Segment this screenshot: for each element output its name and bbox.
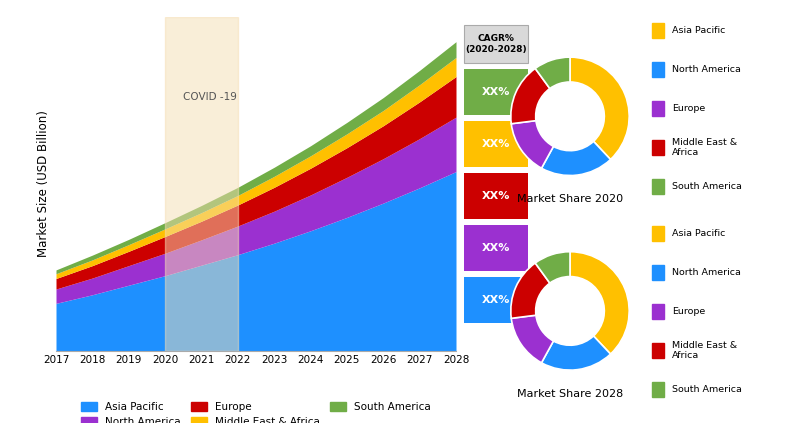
Legend: Asia Pacific, North America, Europe, Middle East & Africa, South America: Asia Pacific, North America, Europe, Mid… — [79, 400, 433, 423]
Text: North America: North America — [672, 268, 741, 277]
Bar — [652, 62, 663, 77]
Wedge shape — [570, 252, 629, 354]
Bar — [165, 17, 238, 351]
Text: XX%: XX% — [482, 139, 510, 149]
Title: Market Share 2020: Market Share 2020 — [517, 194, 623, 204]
Title: Market Share 2028: Market Share 2028 — [517, 389, 623, 399]
Bar — [652, 343, 663, 358]
Bar — [464, 173, 528, 219]
Text: Asia Pacific: Asia Pacific — [672, 26, 726, 35]
Bar — [652, 226, 663, 241]
Text: Middle East &
Africa: Middle East & Africa — [672, 341, 738, 360]
Text: XX%: XX% — [482, 87, 510, 97]
Bar — [464, 277, 528, 323]
Bar — [464, 121, 528, 167]
Text: South America: South America — [672, 182, 742, 191]
Bar — [464, 69, 528, 115]
Bar — [652, 22, 663, 38]
Bar — [652, 101, 663, 116]
Text: XX%: XX% — [482, 295, 510, 305]
Bar — [652, 179, 663, 194]
Bar — [652, 382, 663, 397]
Wedge shape — [542, 141, 610, 176]
Text: South America: South America — [672, 385, 742, 394]
Text: Europe: Europe — [672, 307, 706, 316]
Bar — [652, 304, 663, 319]
Text: Asia Pacific: Asia Pacific — [672, 229, 726, 238]
Text: CAGR%
(2020-2028): CAGR% (2020-2028) — [465, 34, 527, 54]
Wedge shape — [511, 263, 550, 319]
Text: Middle East &
Africa: Middle East & Africa — [672, 137, 738, 157]
Text: XX%: XX% — [482, 191, 510, 201]
Wedge shape — [535, 252, 570, 283]
Bar — [652, 265, 663, 280]
Bar — [464, 225, 528, 271]
Wedge shape — [535, 57, 570, 88]
Wedge shape — [542, 336, 610, 370]
Bar — [652, 140, 663, 155]
Bar — [464, 25, 528, 63]
Text: XX%: XX% — [482, 243, 510, 253]
Text: COVID -19: COVID -19 — [183, 93, 237, 102]
Text: North America: North America — [672, 65, 741, 74]
Wedge shape — [511, 121, 554, 168]
Wedge shape — [570, 57, 629, 159]
Y-axis label: Market Size (USD Billion): Market Size (USD Billion) — [38, 110, 50, 258]
Wedge shape — [511, 69, 550, 124]
Wedge shape — [511, 315, 554, 363]
Text: Europe: Europe — [672, 104, 706, 113]
